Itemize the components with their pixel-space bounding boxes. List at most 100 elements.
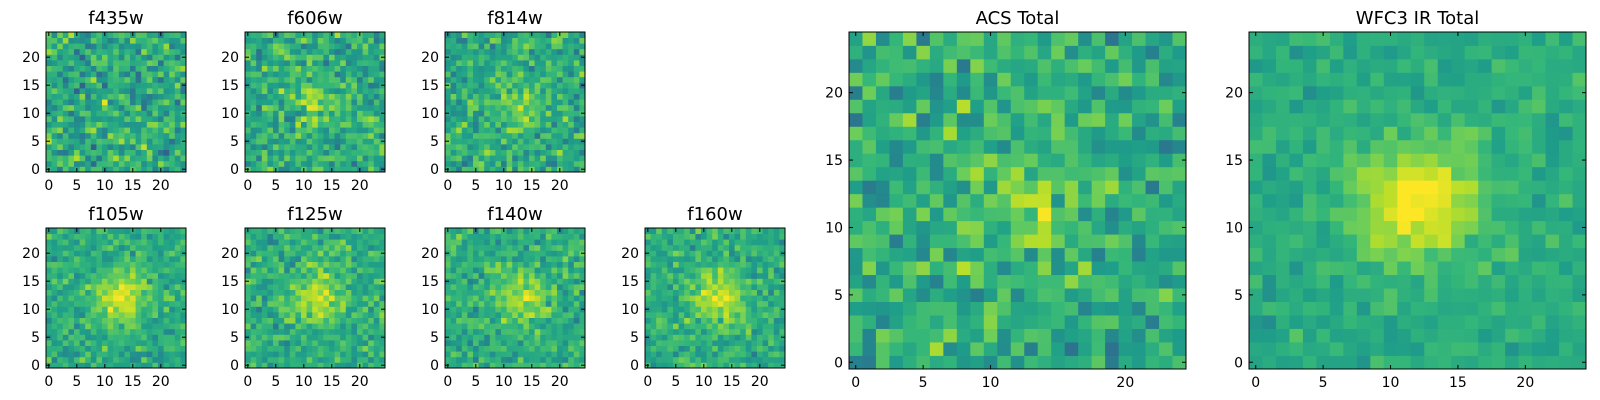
heatmap-cell <box>779 256 786 262</box>
heatmap-cell <box>113 82 120 89</box>
heatmap-cell <box>351 82 358 89</box>
heatmap-cell <box>695 261 702 268</box>
heatmap-cell <box>523 160 530 167</box>
heatmap-cell <box>256 239 263 246</box>
heatmap-cell <box>284 250 291 257</box>
heatmap-cell <box>545 37 552 44</box>
heatmap-cell <box>323 340 330 346</box>
heatmap-cell <box>673 317 679 324</box>
heatmap-cell <box>345 121 352 128</box>
heatmap-cell <box>751 340 758 346</box>
heatmap-cell <box>849 288 863 302</box>
heatmap-cell <box>545 48 552 55</box>
heatmap-cell <box>540 317 547 324</box>
heatmap-cell <box>701 306 707 313</box>
heatmap-cell <box>875 180 890 195</box>
heatmap-cell <box>118 54 125 61</box>
heatmap-cell <box>317 71 324 78</box>
heatmap-cell <box>301 127 307 134</box>
heatmap-cell <box>773 256 780 262</box>
heatmap-cell <box>495 272 502 279</box>
heatmap-cell <box>57 160 64 167</box>
heatmap-cell <box>512 261 519 268</box>
heatmap-cell <box>284 295 291 302</box>
heatmap-cell <box>273 244 279 251</box>
heatmap-cell <box>107 328 114 335</box>
heatmap-cell <box>245 239 251 246</box>
heatmap-cell <box>362 127 369 134</box>
heatmap-cell <box>96 300 103 307</box>
heatmap-cell <box>278 233 285 240</box>
heatmap-cell <box>368 88 375 94</box>
heatmap-cell <box>113 272 120 279</box>
heatmap-cell <box>551 166 558 173</box>
heatmap-cell <box>529 127 535 134</box>
heatmap-cell <box>368 351 375 358</box>
heatmap-cell <box>568 317 575 324</box>
heatmap-cell <box>62 267 69 274</box>
heatmap-cell <box>57 362 64 369</box>
heatmap-cell <box>334 228 341 234</box>
heatmap-cell <box>473 239 479 246</box>
heatmap-cell <box>141 43 148 50</box>
heatmap-cell <box>357 121 363 128</box>
heatmap-cell <box>445 295 451 302</box>
heatmap-cell <box>62 138 69 145</box>
heatmap-cell <box>130 99 136 106</box>
heatmap-cell <box>368 104 375 111</box>
heatmap-cell <box>180 289 187 296</box>
heatmap-cell <box>484 295 491 302</box>
heatmap-cell <box>689 278 696 285</box>
heatmap-cell <box>562 71 569 78</box>
heatmap-cell <box>351 345 358 352</box>
heatmap-cell <box>329 76 335 83</box>
heatmap-cell <box>506 261 513 268</box>
heatmap-cell <box>152 121 159 128</box>
heatmap-cell <box>180 88 187 94</box>
heatmap-cell <box>357 104 363 111</box>
heatmap-cell <box>368 160 375 167</box>
heatmap-cell <box>534 328 541 335</box>
x-tick-label: 20 <box>551 178 569 194</box>
heatmap-cell <box>169 138 176 145</box>
heatmap-cell <box>169 278 176 285</box>
heatmap-cell <box>79 323 86 330</box>
heatmap-cell <box>118 267 125 274</box>
heatmap-cell <box>1091 315 1106 329</box>
heatmap-cell <box>74 160 80 167</box>
heatmap-cell <box>1091 288 1106 302</box>
heatmap-cell <box>68 272 75 279</box>
heatmap-cell <box>62 60 69 66</box>
heatmap-cell <box>512 244 519 251</box>
heatmap-cell <box>146 127 153 134</box>
heatmap-cell <box>734 334 741 341</box>
heatmap-cell <box>345 160 352 167</box>
heatmap-cell <box>534 233 541 240</box>
heatmap-cell <box>734 228 741 234</box>
heatmap-cell <box>1145 328 1160 343</box>
heatmap-cell <box>273 127 279 134</box>
heatmap-cell <box>146 116 153 122</box>
heatmap-cell <box>74 267 80 274</box>
heatmap-cell <box>261 93 268 100</box>
heatmap-cell <box>107 76 114 83</box>
heatmap-cell <box>379 244 386 251</box>
heatmap-cell <box>729 317 735 324</box>
heatmap-cell <box>506 76 513 83</box>
heatmap-cell <box>529 121 535 128</box>
heatmap-cell <box>512 267 519 274</box>
heatmap-cell <box>85 127 92 134</box>
heatmap-cell <box>174 345 181 352</box>
heatmap-cell <box>379 43 386 50</box>
heatmap-cell <box>529 60 535 66</box>
heatmap-cell <box>1024 220 1039 235</box>
heatmap-cell <box>351 138 358 145</box>
heatmap-cell <box>540 82 547 89</box>
heatmap-cell <box>373 317 380 324</box>
heatmap-cell <box>289 132 296 139</box>
heatmap-cell <box>256 228 263 234</box>
heatmap-cell <box>445 345 451 352</box>
heatmap-cell <box>745 317 752 324</box>
heatmap-cell <box>124 233 131 240</box>
